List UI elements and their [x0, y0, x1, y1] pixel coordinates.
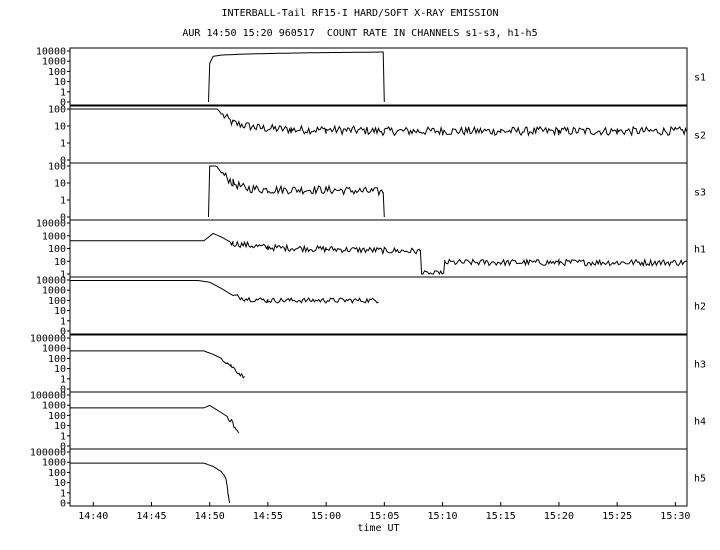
panel-label: h5 [694, 474, 706, 485]
panel-frame [69, 391, 688, 450]
panel-label: s1 [694, 73, 706, 84]
y-tick-label: 10000 [36, 276, 66, 287]
panel-frame [69, 219, 688, 278]
y-tick-label: 1000 [42, 231, 66, 242]
panel-label: h3 [694, 360, 706, 371]
series-line-h2 [70, 280, 379, 305]
panel-frame [69, 448, 688, 507]
y-tick-label: 1 [60, 139, 66, 150]
x-tick-label: 15:25 [602, 511, 632, 522]
y-tick-label: 100 [48, 244, 66, 255]
y-tick-label: 1 [60, 196, 66, 207]
x-tick-label: 14:40 [78, 511, 108, 522]
y-tick-label: 1000 [42, 344, 66, 355]
y-tick-label: 1 [60, 431, 66, 442]
y-tick-label: 1 [60, 374, 66, 385]
series-line-s3 [208, 165, 385, 218]
y-tick-label: 100 [48, 296, 66, 307]
panel-label: s3 [694, 188, 706, 199]
y-tick-label: 1000 [42, 401, 66, 412]
panel-label: h4 [694, 417, 706, 428]
series-line-s1 [208, 51, 385, 103]
y-tick-label: 100 [48, 411, 66, 422]
y-tick-label: 10 [54, 179, 66, 190]
x-tick-label: 14:45 [136, 511, 166, 522]
y-tick-label: 100 [48, 468, 66, 479]
y-tick-label: 1 [60, 87, 66, 98]
x-tick-label: 15:20 [544, 511, 574, 522]
y-tick-label: 10000 [36, 47, 66, 58]
y-tick-label: 0 [60, 499, 66, 510]
x-axis-label: time UT [357, 523, 399, 534]
chart-subtitle: AUR 14:50 15:20 960517 COUNT RATE IN CHA… [182, 28, 538, 39]
panel-frame [69, 47, 688, 106]
y-tick-label: 10 [54, 77, 66, 88]
y-tick-label: 1000 [42, 57, 66, 68]
x-tick-label: 15:00 [311, 511, 341, 522]
series-line-h3 [70, 350, 245, 379]
y-tick-label: 0 [60, 442, 66, 453]
y-tick-label: 10 [54, 421, 66, 432]
y-tick-label: 0 [60, 213, 66, 224]
y-tick-label: 1000 [42, 286, 66, 297]
panel-label: s2 [694, 131, 706, 142]
series-line-h5 [70, 462, 230, 504]
y-tick-label: 100000 [30, 391, 66, 402]
y-tick-label: 10 [54, 364, 66, 375]
y-tick-label: 1000 [42, 458, 66, 469]
y-tick-label: 10 [54, 122, 66, 133]
y-tick-label: 100 [48, 105, 66, 116]
y-tick-label: 0 [60, 327, 66, 338]
y-tick-label: 1 [60, 270, 66, 281]
y-tick-label: 10 [54, 257, 66, 268]
y-tick-label: 1 [60, 316, 66, 327]
y-tick-label: 100 [48, 67, 66, 78]
y-tick-label: 10 [54, 478, 66, 489]
y-tick-label: 100 [48, 354, 66, 365]
y-tick-label: 1 [60, 488, 66, 499]
panel-label: h2 [694, 302, 706, 313]
x-tick-label: 15:10 [427, 511, 457, 522]
x-tick-label: 14:55 [253, 511, 283, 522]
y-tick-label: 10 [54, 306, 66, 317]
y-tick-label: 0 [60, 156, 66, 167]
x-tick-label: 15:30 [660, 511, 690, 522]
y-tick-label: 10000 [36, 219, 66, 230]
series-line-s2 [70, 108, 688, 137]
y-tick-label: 0 [60, 385, 66, 396]
chart-title: INTERBALL-Tail RF15-I HARD/SOFT X-RAY EM… [221, 8, 499, 19]
x-tick-label: 15:15 [486, 511, 516, 522]
series-line-h1 [70, 232, 688, 276]
panel-frame [69, 334, 688, 393]
panel-label: h1 [694, 245, 706, 256]
series-line-h4 [70, 404, 240, 434]
x-tick-label: 14:50 [195, 511, 225, 522]
y-tick-label: 100000 [30, 334, 66, 345]
panel-frame [69, 276, 688, 335]
x-tick-label: 15:05 [369, 511, 399, 522]
y-tick-label: 100000 [30, 448, 66, 459]
y-tick-label: 0 [60, 98, 66, 109]
y-tick-label: 100 [48, 162, 66, 173]
